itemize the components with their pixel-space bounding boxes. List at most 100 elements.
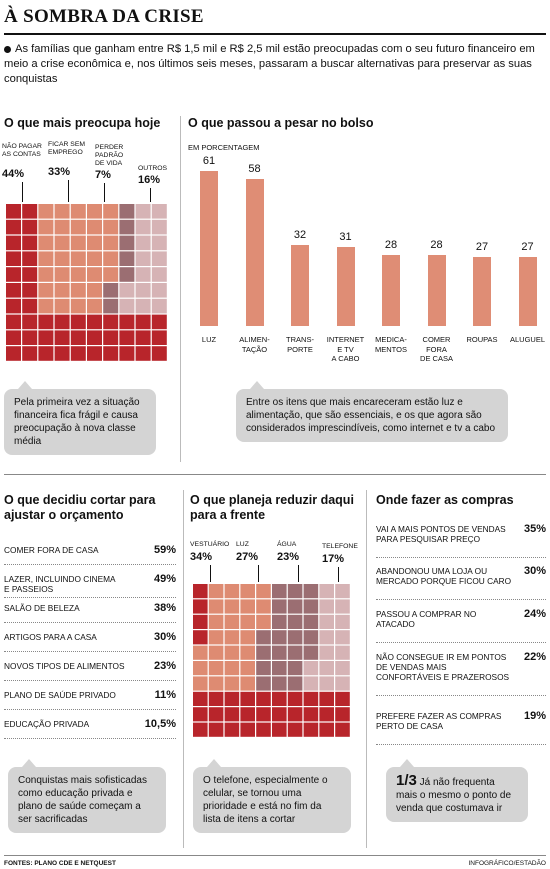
waffle-cell (103, 204, 119, 219)
waffle-cell (287, 614, 303, 629)
waffle-cell (103, 346, 119, 361)
waffle-cell (22, 346, 38, 361)
waffle-cell (208, 599, 224, 614)
shop-row-label: NÃO CONSEGUE IR EM PONTOS DE VENDAS MAIS… (376, 652, 510, 682)
waffle-cell (193, 676, 208, 691)
reduce-value-1: 27% (236, 551, 259, 563)
reduce-heading: O que planeja reduzir daqui para a frent… (190, 493, 354, 522)
waffle-cell (335, 645, 350, 660)
waffle-cell (272, 722, 287, 737)
waffle-cell (70, 267, 86, 282)
waffle-cell (22, 298, 38, 314)
waffle-cell (208, 661, 224, 676)
waffle-cell (319, 614, 334, 629)
waffle-cell (272, 661, 287, 676)
waffle-cell (287, 707, 303, 722)
waffle-cell (224, 584, 240, 599)
bar-label-0: LUZ (201, 335, 217, 344)
bar-7 (518, 257, 537, 326)
waffle-cell (22, 235, 38, 251)
waffle-cell (38, 235, 54, 251)
waffle-cell (319, 722, 334, 737)
waffle-cell (54, 283, 70, 298)
waffle-cell (256, 722, 271, 737)
footer-credit: INFOGRÁFICO/ESTADÃO (468, 860, 546, 867)
shop-row-label: PASSOU A COMPRAR NO ATACADO (376, 609, 477, 629)
worry-pointer-1 (68, 180, 69, 202)
waffle-cell (319, 691, 334, 706)
pocket-unit: EM PORCENTAGEM (188, 143, 260, 152)
reduce-label-3: TELEFONE (322, 543, 358, 550)
reduce-label-1: LUZ (236, 541, 249, 548)
bar-label-1: ALIMEN- TAÇÃO (239, 335, 270, 354)
waffle-cell (193, 645, 208, 660)
waffle-cell (135, 283, 151, 298)
waffle-cell (335, 676, 350, 691)
waffle-cell (151, 235, 167, 251)
waffle-cell (6, 235, 21, 251)
waffle-cell (319, 599, 334, 614)
waffle-cell (287, 691, 303, 706)
cut-row-label: EDUCAÇÃO PRIVADA (4, 719, 90, 729)
cut-row-1: LAZER, INCLUINDO CINEMA E PASSEIOS 49% (4, 574, 176, 598)
waffle-cell (22, 330, 38, 345)
waffle-cell (22, 219, 38, 235)
waffle-cell (70, 219, 86, 235)
waffle-cell (135, 251, 151, 266)
reduce-label-0: VESTUÁRIO (190, 541, 230, 548)
worry-label-1: FICAR SEM EMPREGO (48, 141, 86, 156)
bar-value-1: 58 (248, 162, 261, 175)
bar-0 (200, 171, 218, 326)
waffle-cell (6, 330, 21, 345)
waffle-cell (119, 204, 135, 219)
waffle-cell (6, 314, 21, 330)
bar-value-5: 28 (430, 238, 443, 251)
waffle-cell (135, 235, 151, 251)
waffle-cell (224, 645, 240, 660)
waffle-cell (38, 219, 54, 235)
waffle-cell (208, 614, 224, 629)
waffle-cell (119, 267, 135, 282)
waffle-cell (224, 630, 240, 645)
waffle-cell (22, 267, 38, 282)
waffle-cell (193, 584, 208, 599)
shop-heading: Onde fazer as compras (376, 493, 514, 507)
shop-callout: 1/3 Já não frequenta mais o mesmo o pont… (386, 759, 528, 822)
bar-label-7: ALUGUEL (509, 335, 545, 344)
waffle-cell (70, 251, 86, 266)
waffle-cell (22, 283, 38, 298)
bar-3 (336, 247, 355, 326)
waffle-cell (272, 691, 287, 706)
waffle-cell (272, 645, 287, 660)
waffle-cell (70, 330, 86, 345)
waffle-cell (272, 599, 287, 614)
waffle-cell (151, 314, 167, 330)
waffle-cell (119, 251, 135, 266)
bar-value-2: 32 (293, 228, 307, 241)
reduce-pointer-0 (210, 565, 211, 582)
waffle-cell (193, 691, 208, 706)
bar-5 (427, 254, 446, 326)
waffle-cell (303, 676, 319, 691)
waffle-cell (319, 661, 334, 676)
waffle-cell (240, 676, 255, 691)
waffle-cell (54, 298, 70, 314)
waffle-cell (287, 676, 303, 691)
waffle-cell (119, 298, 135, 314)
waffle-cell (240, 584, 255, 599)
waffle-cell (335, 614, 350, 629)
cut-row-4: NOVOS TIPOS DE ALIMENTOS 23% (4, 661, 176, 681)
waffle-cell (103, 298, 119, 314)
waffle-cell (135, 219, 151, 235)
waffle-cell (335, 630, 350, 645)
bar-label-2: TRANS- PORTE (286, 335, 314, 354)
waffle-cell (54, 235, 70, 251)
waffle-cell (151, 298, 167, 314)
shop-row-0: VAI A MAIS PONTOS DE VENDAS PARA PESQUIS… (376, 524, 546, 558)
waffle-cell (38, 251, 54, 266)
waffle-cell (240, 614, 255, 629)
waffle-cell (70, 298, 86, 314)
waffle-cell (256, 630, 271, 645)
worry-pointer-3 (150, 188, 151, 202)
waffle-cell (103, 330, 119, 345)
